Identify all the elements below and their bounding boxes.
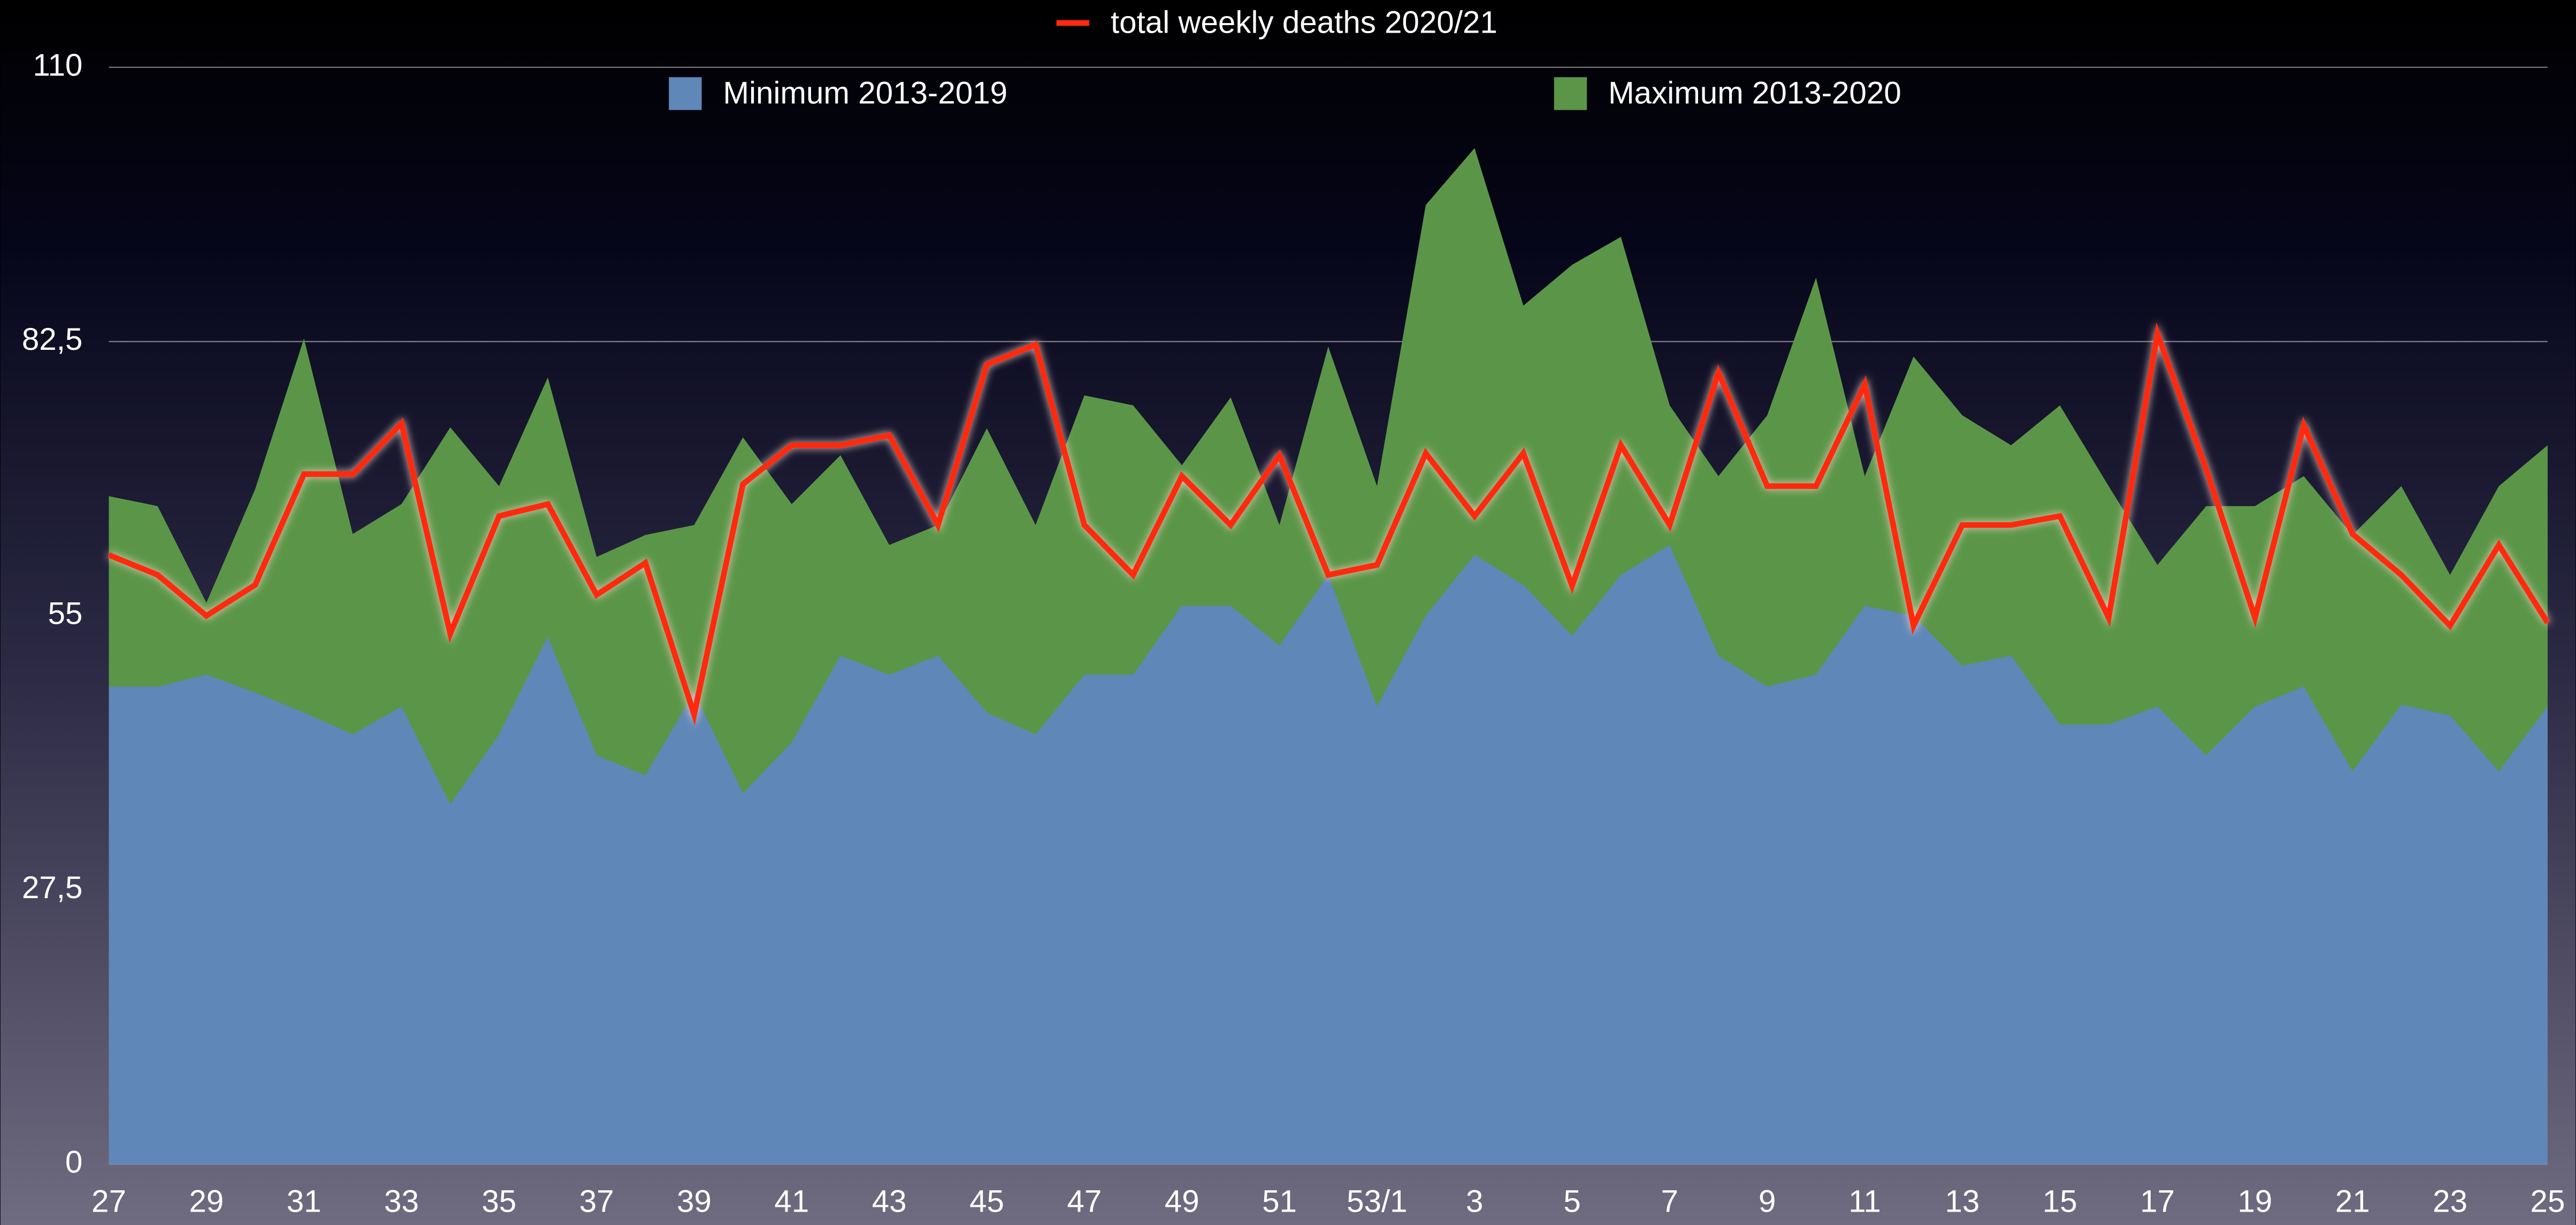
y-tick-label: 110: [33, 48, 82, 82]
legend-label: Maximum 2013-2020: [1608, 75, 1901, 110]
x-tick-label: 23: [2433, 1184, 2467, 1219]
x-tick-label: 53/1: [1347, 1184, 1408, 1219]
x-tick-label: 41: [774, 1184, 809, 1219]
y-tick-label: 82,5: [22, 322, 83, 357]
x-tick-label: 9: [1759, 1184, 1776, 1219]
legend-swatch: [1554, 77, 1587, 110]
lines: [108, 322, 2550, 726]
x-tick-label: 27: [91, 1184, 126, 1219]
x-tick-label: 15: [2043, 1184, 2077, 1219]
areas: [109, 148, 2548, 1165]
x-tick-label: 31: [287, 1184, 322, 1219]
legend-label: total weekly deaths 2020/21: [1111, 5, 1497, 40]
x-tick-label: 49: [1165, 1184, 1199, 1219]
x-tick-label: 37: [579, 1184, 614, 1219]
y-tick-label: 55: [48, 596, 82, 631]
legend-swatch: [669, 77, 702, 110]
x-tick-label: 45: [969, 1184, 1004, 1219]
x-tick-label: 29: [189, 1184, 224, 1219]
area: [109, 545, 2548, 1165]
legend: total weekly deaths 2020/21 Minimum 2013…: [669, 5, 1901, 110]
x-tick-label: 47: [1067, 1184, 1102, 1219]
y-tick-label: 0: [65, 1145, 82, 1180]
x-tick-label: 39: [677, 1184, 712, 1219]
x-tick-label: 43: [872, 1184, 907, 1219]
x-tick-label: 51: [1262, 1184, 1297, 1219]
x-tick-label: 17: [2140, 1184, 2175, 1219]
x-tick-label: 25: [2531, 1184, 2565, 1219]
legend-label: Minimum 2013-2019: [723, 75, 1008, 110]
x-tick-label: 3: [1466, 1184, 1483, 1219]
x-tick-label: 21: [2335, 1184, 2370, 1219]
x-tick-label: 13: [1945, 1184, 1979, 1219]
x-tick-label: 19: [2238, 1184, 2273, 1219]
x-tick-label: 33: [384, 1184, 419, 1219]
x-tick-label: 11: [1848, 1184, 1881, 1219]
x-tick-label: 35: [481, 1184, 516, 1219]
x-tick-label: 5: [1563, 1184, 1580, 1219]
line: [108, 322, 2550, 726]
x-tick-label: 7: [1661, 1184, 1678, 1219]
y-tick-label: 27,5: [22, 870, 83, 905]
